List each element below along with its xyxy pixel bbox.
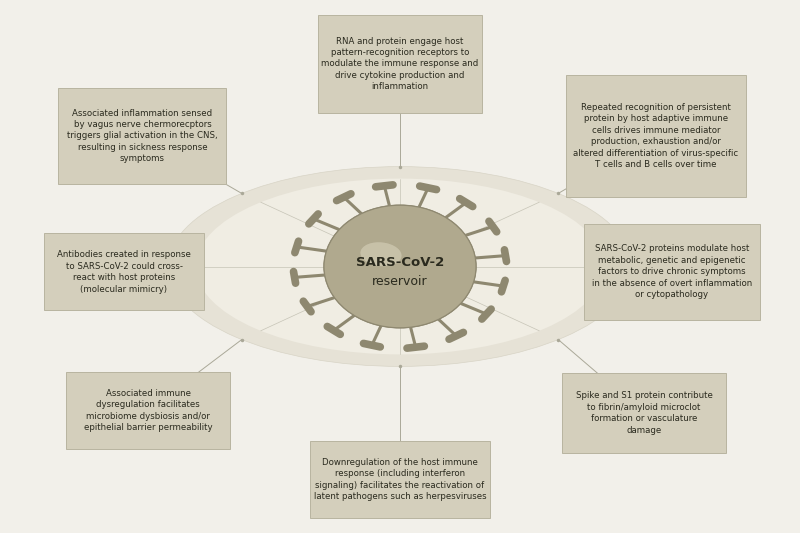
FancyBboxPatch shape: [584, 224, 760, 320]
Text: Antibodies created in response
to SARS-CoV-2 could cross-
react with host protei: Antibodies created in response to SARS-C…: [57, 250, 191, 294]
Text: Associated immune
dysregulation facilitates
microbiome dysbiosis and/or
epitheli: Associated immune dysregulation facilita…: [84, 389, 212, 432]
Text: Repeated recognition of persistent
protein by host adaptive immune
cells drives : Repeated recognition of persistent prote…: [574, 103, 738, 169]
Ellipse shape: [168, 167, 632, 366]
FancyBboxPatch shape: [310, 441, 490, 518]
FancyBboxPatch shape: [66, 372, 230, 449]
FancyBboxPatch shape: [58, 88, 226, 184]
Ellipse shape: [324, 205, 476, 328]
Ellipse shape: [324, 205, 476, 328]
Text: RNA and protein engage host
pattern-recognition receptors to
modulate the immune: RNA and protein engage host pattern-reco…: [322, 37, 478, 91]
Text: SARS-CoV-2 proteins modulate host
metabolic, genetic and epigenetic
factors to d: SARS-CoV-2 proteins modulate host metabo…: [592, 245, 752, 299]
Ellipse shape: [361, 243, 402, 266]
Ellipse shape: [196, 179, 604, 354]
FancyBboxPatch shape: [318, 15, 482, 114]
Ellipse shape: [361, 243, 402, 266]
Text: reservoir: reservoir: [372, 275, 428, 288]
Text: Downregulation of the host immune
response (including interferon
signaling) faci: Downregulation of the host immune respon…: [314, 458, 486, 502]
Text: Associated inflammation sensed
by vagus nerve chermorecptors
triggers glial acti: Associated inflammation sensed by vagus …: [67, 109, 218, 163]
FancyBboxPatch shape: [44, 233, 204, 310]
FancyBboxPatch shape: [566, 75, 746, 197]
FancyBboxPatch shape: [562, 373, 726, 453]
Text: SARS-CoV-2: SARS-CoV-2: [356, 256, 444, 269]
Text: Spike and S1 protein contribute
to fibrin/amyloid microclot
formation or vascula: Spike and S1 protein contribute to fibri…: [575, 391, 713, 435]
